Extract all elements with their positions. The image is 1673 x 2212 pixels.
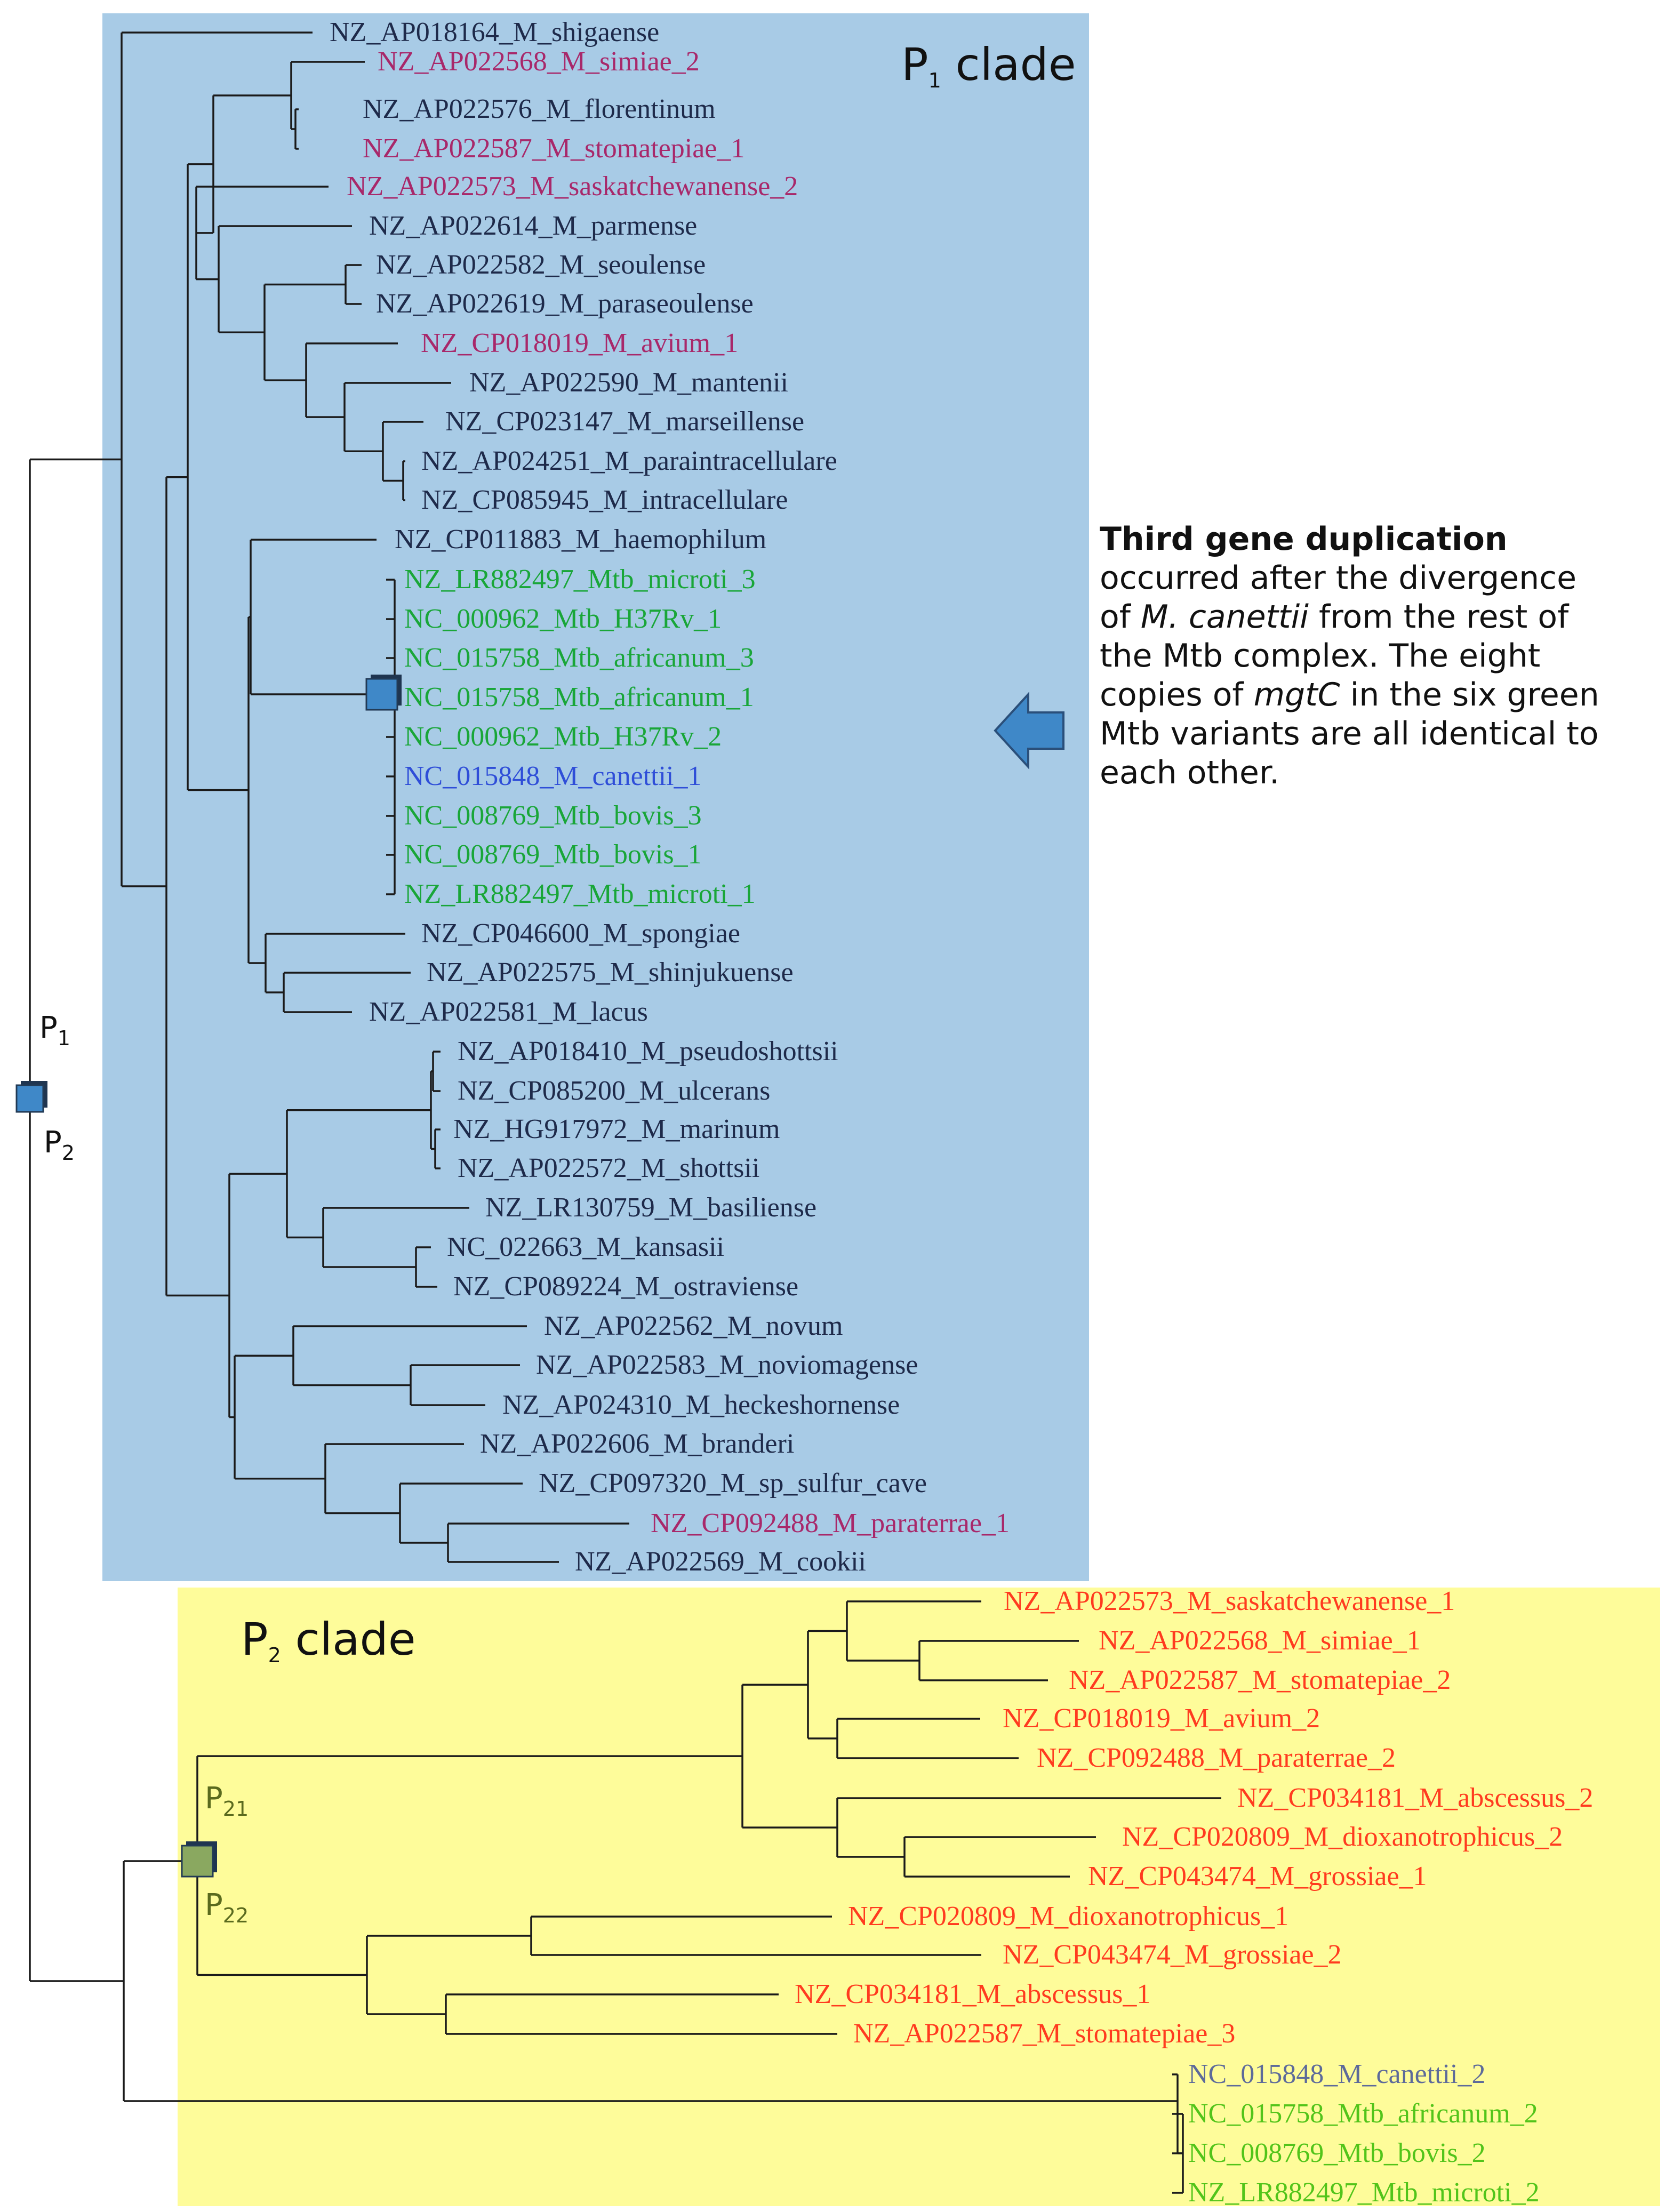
leaf-label: NZ_LR882497_Mtb_microti_1	[404, 879, 756, 909]
leaf-label: NZ_AP022573_M_saskatchewanense_2	[347, 171, 798, 202]
leaf-label: NZ_CP092488_M_paraterrae_2	[1037, 1743, 1396, 1773]
leaf-label: NZ_AP018410_M_pseudoshottsii	[458, 1036, 838, 1067]
annotation-gene: mgtC	[1253, 676, 1340, 714]
leaf-label: NZ_AP022569_M_cookii	[575, 1546, 866, 1577]
leaf-label: NZ_AP022587_M_stomatepiae_3	[853, 2018, 1236, 2049]
leaf-label: NZ_CP043474_M_grossiae_2	[1003, 1939, 1342, 1970]
p1-clade-box	[102, 13, 1089, 1581]
leaf-label: NZ_AP022606_M_branderi	[480, 1429, 795, 1459]
leaf-label: NC_022663_M_kansasii	[447, 1232, 724, 1262]
leaf-label: NZ_AP022573_M_saskatchewanense_1	[1004, 1586, 1455, 1616]
duplication-annotation: Third gene duplication occurred after th…	[1100, 520, 1612, 792]
leaf-label: NZ_CP011883_M_haemophilum	[395, 524, 767, 555]
leaf-label: NZ_AP022587_M_stomatepiae_1	[363, 133, 745, 164]
leaf-label: NZ_CP085945_M_intracellulare	[421, 485, 788, 515]
leaf-label: NZ_CP023147_M_marseillense	[445, 406, 805, 437]
leaf-label: NZ_CP092488_M_paraterrae_1	[651, 1508, 1010, 1538]
annotation-text-1: occurred after the divergence of	[1100, 559, 1577, 636]
leaf-label: NZ_CP018019_M_avium_2	[1003, 1703, 1320, 1734]
leaf-label: NZ_CP085200_M_ulcerans	[458, 1076, 771, 1106]
leaf-label: NZ_CP043474_M_grossiae_1	[1088, 1861, 1427, 1892]
leaf-label: NZ_AP022619_M_paraseoulense	[376, 288, 754, 319]
leaf-label: NZ_AP022581_M_lacus	[369, 997, 648, 1027]
leaf-label: NZ_AP022576_M_florentinum	[363, 94, 716, 124]
node-label-p22: P22	[205, 1888, 249, 1927]
duplication-node-mtb	[365, 675, 402, 711]
p1-clade-title: P1 clade	[901, 38, 1076, 92]
node-label-p2: P2	[44, 1125, 75, 1165]
leaf-label: NZ_CP046600_M_spongiae	[421, 918, 740, 949]
leaf-label: NZ_CP034181_M_abscessus_2	[1237, 1783, 1594, 1813]
annotation-text-2: from the rest of the Mtb complex. The ei…	[1100, 598, 1569, 714]
leaf-label: NZ_HG917972_M_marinum	[453, 1114, 780, 1144]
duplication-node-p21-p22	[181, 1841, 217, 1878]
leaf-label: NC_000962_Mtb_H37Rv_1	[404, 604, 722, 634]
leaf-label: NC_000962_Mtb_H37Rv_2	[404, 722, 722, 752]
leaf-label: NZ_LR882497_Mtb_microti_3	[404, 564, 756, 595]
duplication-node-p1-p2	[15, 1081, 47, 1113]
leaf-label: NZ_AP022587_M_stomatepiae_2	[1069, 1665, 1451, 1695]
leaf-label: NZ_CP020809_M_dioxanotrophicus_2	[1122, 1822, 1563, 1852]
annotation-heading: Third gene duplication	[1100, 520, 1508, 558]
leaf-label: NZ_AP022568_M_simiae_2	[378, 46, 700, 77]
leaf-label: NZ_AP024251_M_paraintracellulare	[421, 446, 837, 476]
leaf-label: NZ_AP022583_M_noviomagense	[536, 1350, 918, 1380]
leaf-label: NZ_AP022614_M_parmense	[369, 211, 698, 241]
leaf-label: NZ_AP024310_M_heckeshornense	[502, 1390, 900, 1420]
leaf-label: NC_015848_M_canettii_2	[1188, 2059, 1486, 2089]
leaf-label: NZ_CP018019_M_avium_1	[421, 328, 739, 358]
leaf-label: NZ_CP034181_M_abscessus_1	[795, 1979, 1151, 2009]
annotation-species: M. canettii	[1140, 598, 1309, 636]
leaf-label: NZ_LR130759_M_basiliense	[485, 1192, 817, 1223]
leaf-label: NZ_CP097320_M_sp_sulfur_cave	[539, 1468, 927, 1498]
node-label-p21: P21	[205, 1781, 249, 1821]
leaf-label: NZ_AP018164_M_shigaense	[330, 17, 660, 47]
leaf-label: NZ_CP020809_M_dioxanotrophicus_1	[848, 1901, 1289, 1932]
leaf-label: NZ_AP022568_M_simiae_1	[1099, 1625, 1421, 1656]
leaf-label: NZ_LR882497_Mtb_microti_2	[1188, 2177, 1540, 2208]
leaf-label: NC_015758_Mtb_africanum_2	[1188, 2098, 1538, 2129]
leaf-label: NZ_AP022562_M_novum	[544, 1311, 843, 1341]
leaf-label: NC_015848_M_canettii_1	[404, 761, 702, 791]
node-label-p1: P1	[39, 1011, 70, 1050]
leaf-label: NC_008769_Mtb_bovis_1	[404, 839, 702, 870]
p2-clade-title: P2 clade	[241, 1613, 416, 1667]
leaf-label: NZ_AP022572_M_shottsii	[458, 1153, 760, 1183]
leaf-label: NZ_AP022582_M_seoulense	[376, 250, 706, 280]
leaf-label: NC_008769_Mtb_bovis_2	[1188, 2138, 1486, 2168]
leaf-label: NZ_CP089224_M_ostraviense	[453, 1271, 799, 1302]
leaf-label: NZ_AP022575_M_shinjukuense	[427, 957, 794, 988]
leaf-label: NZ_AP022590_M_mantenii	[469, 367, 788, 398]
annotation-text-3: in the six green Mtb variants are all id…	[1100, 676, 1599, 791]
leaf-label: NC_015758_Mtb_africanum_1	[404, 682, 754, 712]
p2-clade-box	[178, 1588, 1660, 2206]
leaf-label: NC_015758_Mtb_africanum_3	[404, 643, 754, 673]
leaf-label: NC_008769_Mtb_bovis_3	[404, 800, 702, 831]
pointer-arrow	[994, 691, 1064, 770]
